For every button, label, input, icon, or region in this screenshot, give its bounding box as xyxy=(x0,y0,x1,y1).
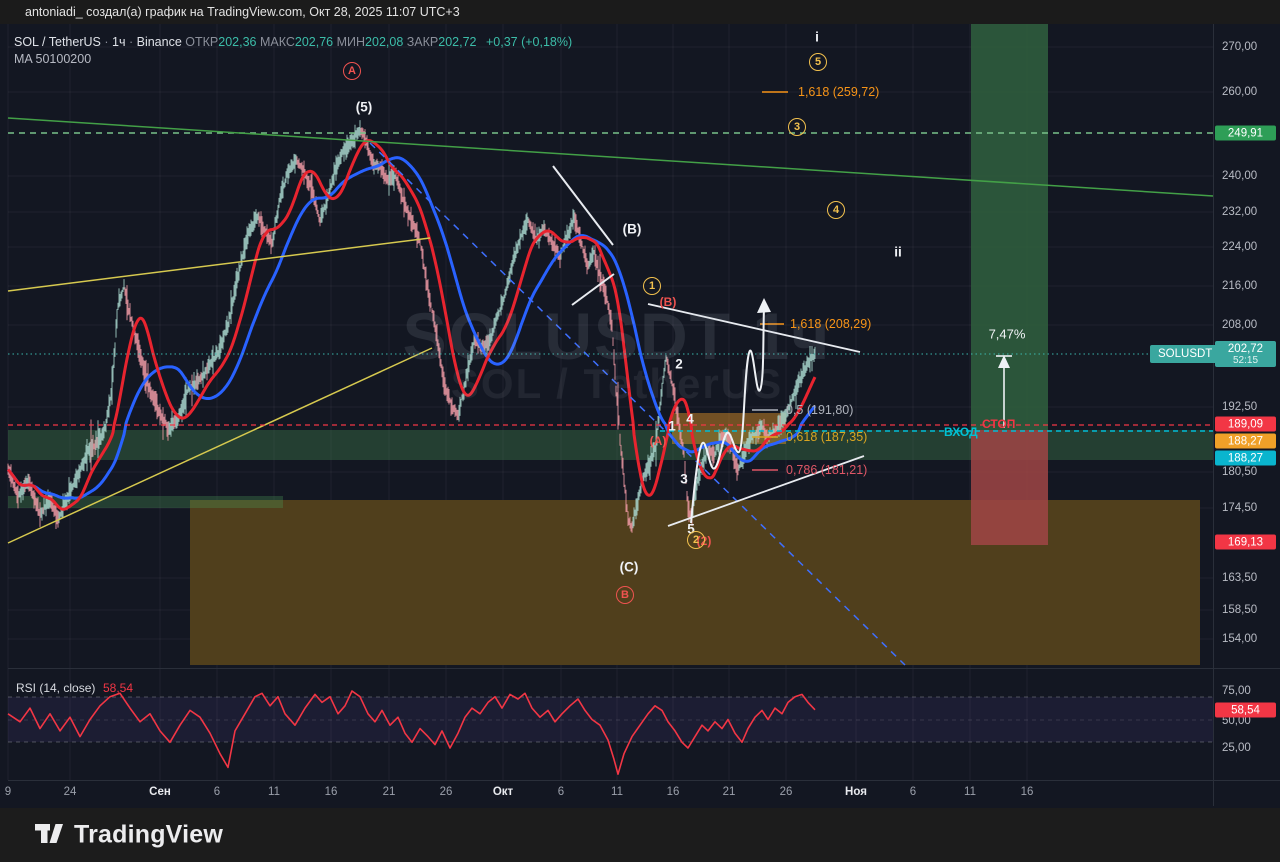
yellow-trendline-lower[interactable] xyxy=(7,347,433,544)
pane-divider[interactable] xyxy=(8,668,1280,669)
white-line-a[interactable] xyxy=(552,165,614,246)
brown-box[interactable] xyxy=(190,500,1200,665)
position-profit[interactable] xyxy=(971,24,1048,430)
yellow-trendline-upper[interactable] xyxy=(7,237,431,292)
attribution-text: antoniadi_ создал(а) график на TradingVi… xyxy=(25,5,460,19)
tradingview-logo-bar: TradingView xyxy=(0,808,1280,862)
candles-down[interactable] xyxy=(7,127,781,533)
green-trendline[interactable] xyxy=(7,117,1214,197)
tradingview-logo-icon[interactable] xyxy=(34,821,64,849)
time-axis-border xyxy=(8,780,1280,781)
time-axis[interactable] xyxy=(0,780,1213,808)
tradingview-logo-text[interactable]: TradingView xyxy=(74,820,224,849)
price-axis[interactable] xyxy=(1213,24,1280,780)
candles-up[interactable] xyxy=(18,120,816,529)
white-asc-line[interactable] xyxy=(667,455,865,527)
projection-arrow[interactable] xyxy=(690,305,765,524)
projection-arrowhead[interactable] xyxy=(757,298,771,313)
rsi-line[interactable] xyxy=(7,690,816,775)
attribution-bar: antoniadi_ создал(а) график на TradingVi… xyxy=(0,0,1280,24)
measure-arrowhead[interactable] xyxy=(998,355,1010,368)
position-loss[interactable] xyxy=(971,430,1048,545)
ma-50-line[interactable] xyxy=(6,139,817,511)
white-desc-line[interactable] xyxy=(647,303,861,353)
price-axis-border xyxy=(1213,24,1214,806)
white-line-b[interactable] xyxy=(571,273,615,306)
